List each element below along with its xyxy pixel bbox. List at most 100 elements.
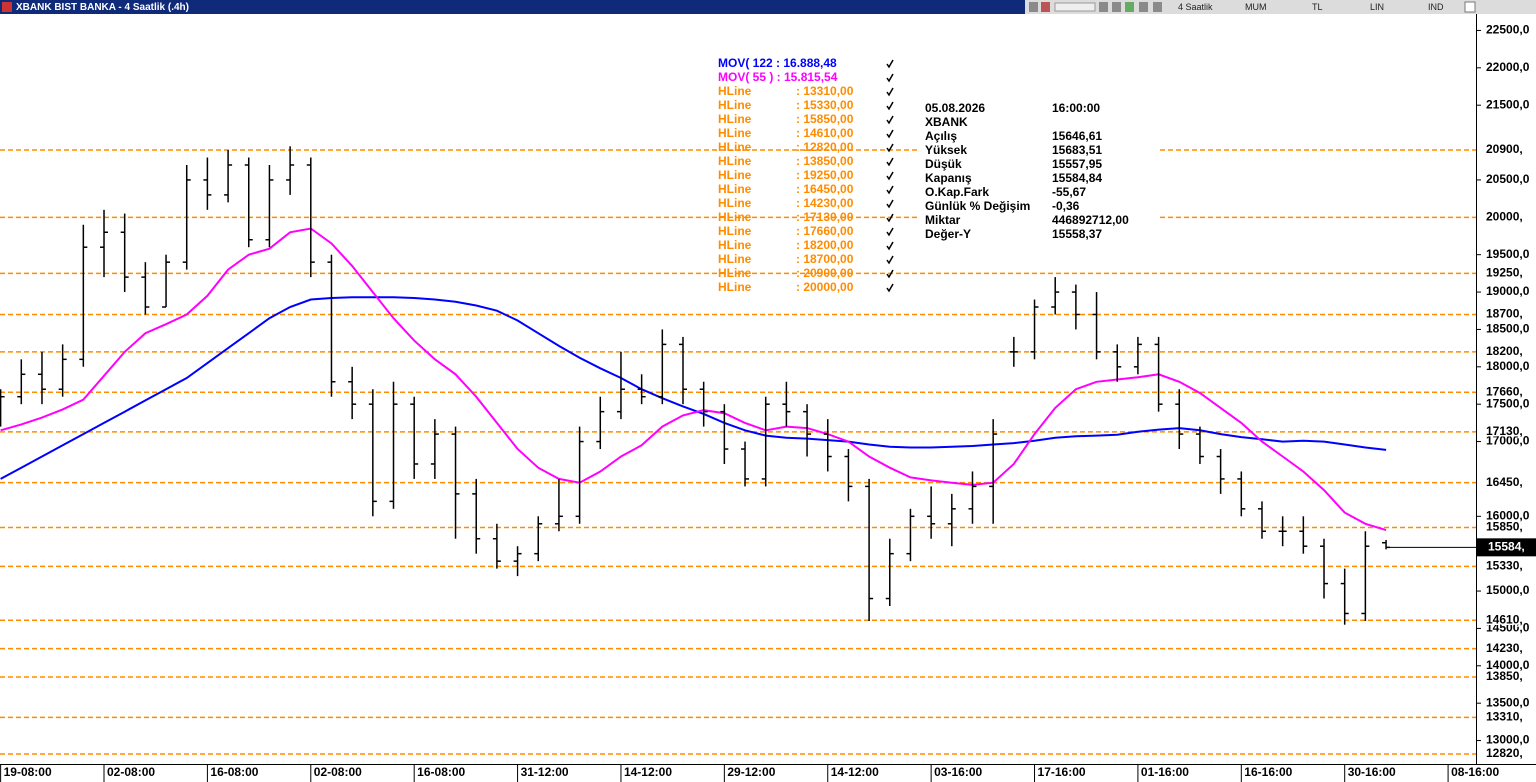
icon: [1112, 2, 1121, 12]
y-tick-label: 13500,0: [1486, 695, 1530, 709]
legend-check: [886, 157, 894, 167]
x-axis-panel: [0, 764, 1536, 782]
y-tick-label: 21500,0: [1486, 97, 1530, 111]
legend-value: : 18700,00: [796, 252, 854, 266]
legend-value: : 19250,00: [796, 168, 854, 182]
hline-axis-label: 19250,: [1486, 266, 1523, 280]
toolbar-label: MUM: [1245, 2, 1267, 12]
legend-value: : 13850,00: [796, 154, 854, 168]
hline-axis-label: 16450,: [1486, 475, 1523, 489]
legend-value: : 17130,00: [796, 210, 854, 224]
icon: [1041, 2, 1050, 12]
legend-value: : 20000,00: [796, 280, 854, 294]
info-label: O.Kap.Fark: [925, 185, 989, 199]
plot-area: [0, 146, 1536, 755]
legend-check: [886, 87, 894, 97]
icon: [1099, 2, 1108, 12]
info-label: Kapanış: [925, 171, 972, 185]
x-tick-label: 30-16:00: [1348, 765, 1396, 779]
info-label: Yüksek: [925, 143, 967, 157]
toolbar-label: 4 Saatlik: [1178, 2, 1213, 12]
legend-value: : 15330,00: [796, 98, 854, 112]
info-symbol: XBANK: [925, 115, 968, 129]
x-tick-label: 08-16:00: [1451, 765, 1499, 779]
legend-value: : 18200,00: [796, 238, 854, 252]
legend-value: : 16450,00: [796, 182, 854, 196]
legend-value: : 12820,00: [796, 140, 854, 154]
window-title: XBANK BIST BANKA - 4 Saatlik (.4h): [16, 2, 189, 13]
y-tick-label: 19500,0: [1486, 247, 1530, 261]
info-time: 16:00:00: [1052, 101, 1100, 115]
legend-check: [886, 241, 894, 251]
hline-axis-label: 18700,: [1486, 307, 1523, 321]
info-label: Düşük: [925, 157, 962, 171]
legend-check: [886, 73, 894, 83]
hline-axis-label: 14230,: [1486, 641, 1523, 655]
info-value: 15584,84: [1052, 171, 1102, 185]
info-value: 15558,37: [1052, 227, 1102, 241]
y-tick-label: 13000,0: [1486, 733, 1530, 747]
legend-value: : 20900,00: [796, 266, 854, 280]
toolbar-label: LIN: [1370, 2, 1384, 12]
x-tick-label: 31-12:00: [521, 765, 569, 779]
close-button[interactable]: [1464, 1, 1476, 13]
window-icon: [2, 2, 12, 12]
y-tick-label: 15000,0: [1486, 583, 1530, 597]
icon: [1029, 2, 1038, 12]
icon: [1125, 2, 1134, 12]
x-tick-label: 01-16:00: [1141, 765, 1189, 779]
x-tick-label: 29-12:00: [727, 765, 775, 779]
info-value: 15683,51: [1052, 143, 1102, 157]
x-tick-label: 16-08:00: [210, 765, 258, 779]
y-tick-label: 16000,0: [1486, 508, 1530, 522]
legend-label: HLine: [718, 266, 752, 280]
y-tick-label: 17000,0: [1486, 434, 1530, 448]
legend-value: : 14230,00: [796, 196, 854, 210]
toolbar: [1025, 0, 1536, 14]
legend-check: [886, 101, 894, 111]
toolbar-icons: [1029, 1, 1476, 13]
overlay: HLine : 13310,00 HLine : 15330,00 HLine : 158…: [718, 56, 1129, 294]
toolbar-label: TL: [1312, 2, 1323, 12]
legend-check: [886, 115, 894, 125]
legend-value: : 13310,00: [796, 84, 854, 98]
info-label: Miktar: [925, 213, 961, 227]
legend-entry: MOV( 122 : 16.888,48: [718, 56, 837, 70]
toolbar-label: IND: [1428, 2, 1444, 12]
legend-label: HLine: [718, 154, 752, 168]
hline-axis-label: 20000,: [1486, 209, 1523, 223]
legend-check: [886, 269, 894, 279]
info-label: Değer-Y: [925, 227, 971, 241]
y-axis-panel: [1477, 14, 1536, 764]
y-tick-label: 14000,0: [1486, 658, 1530, 672]
info-label: Açılış: [925, 129, 957, 143]
info-value: 446892712,00: [1052, 213, 1129, 227]
x-tick-label: 02-08:00: [314, 765, 362, 779]
y-tick-label: 20500,0: [1486, 172, 1530, 186]
info-label: Günlük % Değişim: [925, 199, 1030, 213]
hline-axis-label: 12820,: [1486, 746, 1523, 760]
info-box: [918, 98, 1158, 266]
hline-axis-label: 18200,: [1486, 344, 1523, 358]
icon: [1054, 2, 1096, 12]
x-tick-label: 17-16:00: [1038, 765, 1086, 779]
y-tick-label: 19000,0: [1486, 284, 1530, 298]
legend-value: : 17660,00: [796, 224, 854, 238]
y-tick-label: 22500,0: [1486, 23, 1530, 37]
x-tick-label: 14-12:00: [624, 765, 672, 779]
last-price-label: 15584,: [1488, 540, 1525, 554]
legend-label: HLine: [718, 168, 752, 182]
legend-value: : 15850,00: [796, 112, 854, 126]
icon: [1139, 2, 1148, 12]
legend-check: [886, 59, 894, 69]
hline-axis-label: 17130,: [1486, 424, 1523, 438]
y-tick-label: 14500,0: [1486, 621, 1530, 635]
moving-average-line: [0, 296, 1387, 480]
x-tick-label: 16-16:00: [1244, 765, 1292, 779]
legend-label: HLine: [718, 238, 752, 252]
hline-axis-label: 20900,: [1486, 142, 1523, 156]
legend-check: [886, 171, 894, 181]
hline-axis-label: 15850,: [1486, 520, 1523, 534]
y-tick-label: 18500,0: [1486, 322, 1530, 336]
